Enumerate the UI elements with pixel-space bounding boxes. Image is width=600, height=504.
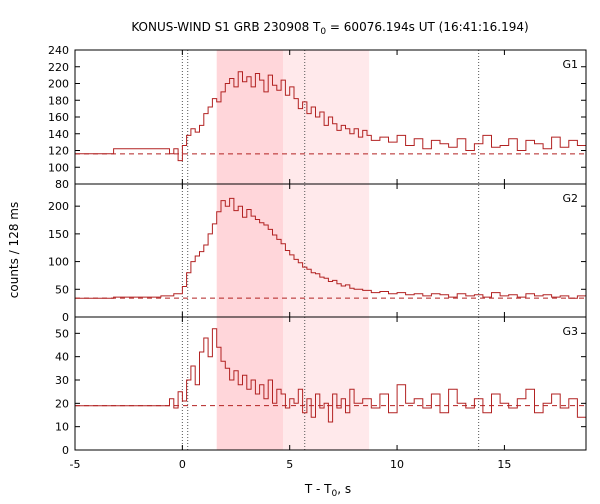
x-tick-label: -5 (70, 458, 81, 471)
panel-label-g1: G1 (562, 58, 578, 71)
y-tick-label: 50 (55, 327, 69, 340)
y-tick-label: 10 (55, 421, 69, 434)
y-tick-label: 140 (48, 128, 69, 141)
series-line-g2 (75, 197, 587, 299)
y-tick-label: 0 (62, 444, 69, 457)
shaded-intervals (216, 50, 370, 450)
y-tick-label: 240 (48, 44, 69, 57)
y-tick-label: 20 (55, 397, 69, 410)
y-tick-label: 0 (62, 311, 69, 324)
x-tick-label: 5 (286, 458, 293, 471)
vertical-markers (181, 50, 480, 450)
axes: G180100120140160180200220240G20501001502… (48, 44, 587, 471)
panel-label-g3: G3 (562, 325, 578, 338)
panel-g1 (75, 71, 587, 162)
x-axis-label: T - T0, s (304, 482, 351, 499)
x-axis-label-subscript: 0 (332, 489, 338, 499)
y-tick-label: 80 (55, 178, 69, 191)
chart-title-rest: = 60076.194s UT (16:41:16.194) (326, 20, 529, 34)
x-tick-label: 15 (497, 458, 511, 471)
x-axis-label-main: T - T (304, 482, 332, 496)
panel-label-g2: G2 (562, 192, 578, 205)
chart-title-subscript: 0 (320, 27, 326, 37)
panel-g2 (75, 197, 587, 299)
y-tick-label: 150 (48, 228, 69, 241)
shaded-interval-2 (283, 50, 370, 450)
x-tick-label: 10 (390, 458, 404, 471)
y-tick-label: 220 (48, 61, 69, 74)
y-tick-label: 50 (55, 283, 69, 296)
chart-title: KONUS-WIND S1 GRB 230908 T0 = 60076.194s… (131, 20, 528, 37)
y-tick-label: 100 (48, 161, 69, 174)
shaded-interval-1 (216, 50, 284, 450)
y-tick-label: 160 (48, 111, 69, 124)
x-axis-label-rest: , s (337, 482, 351, 496)
y-tick-label: 200 (48, 78, 69, 91)
x-tick-label: 0 (179, 458, 186, 471)
y-tick-label: 120 (48, 145, 69, 158)
panel-frame-g3 (74, 316, 587, 451)
y-tick-label: 180 (48, 94, 69, 107)
panels (75, 71, 587, 423)
y-tick-label: 100 (48, 256, 69, 269)
panel-g3 (75, 328, 587, 423)
y-tick-label: 30 (55, 374, 69, 387)
y-tick-label: 200 (48, 200, 69, 213)
y-axis-label: counts / 128 ms (7, 202, 21, 298)
series-line-g1 (75, 71, 587, 162)
y-tick-label: 40 (55, 351, 69, 364)
series-line-g3 (75, 328, 587, 423)
chart-title-main: KONUS-WIND S1 GRB 230908 T (131, 20, 321, 34)
